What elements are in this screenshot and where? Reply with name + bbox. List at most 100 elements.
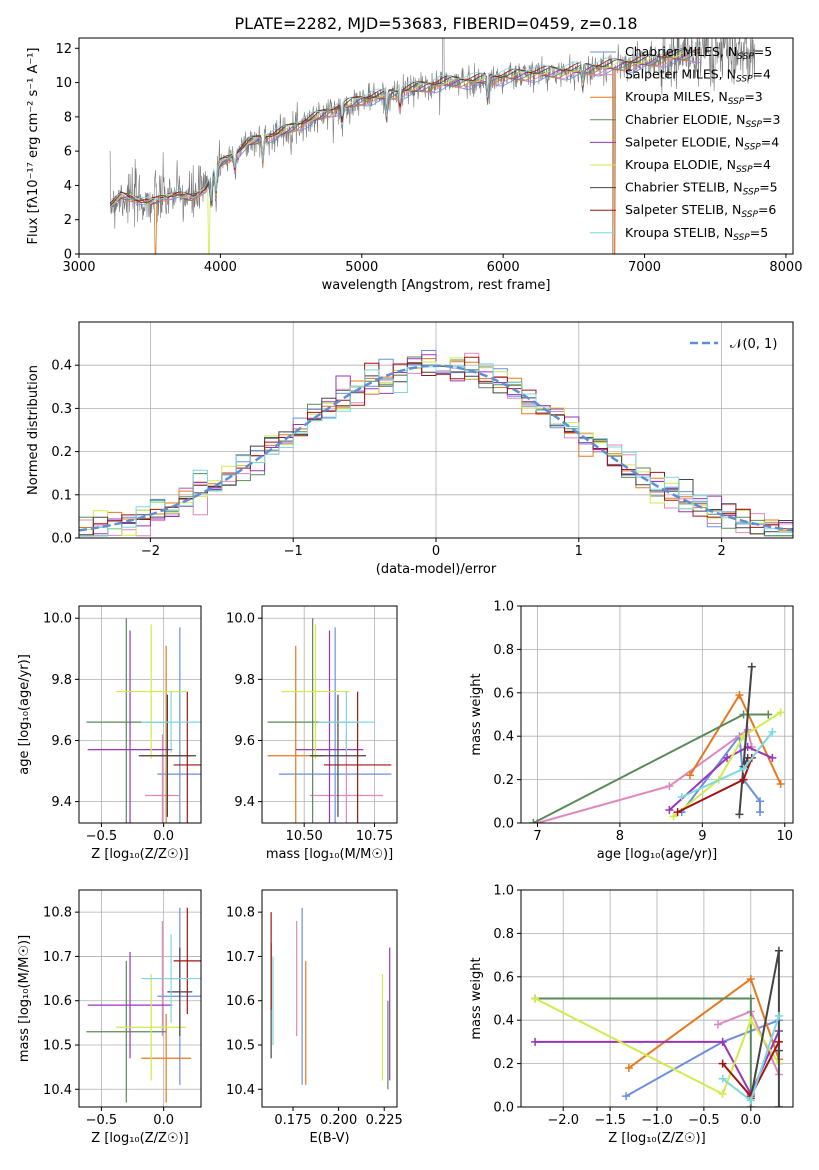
plot-area-weight_vs_Z	[531, 946, 783, 1107]
y-axis-label: Flux [fλ10⁻¹⁷ erg cm⁻² s⁻¹ A⁻¹]	[26, 48, 41, 245]
errorbar-point	[141, 1014, 192, 1103]
y-axis-label: Normed distribution	[26, 365, 41, 495]
plot-area-residuals	[79, 350, 793, 538]
x-tick-label: −0.5	[688, 1113, 720, 1128]
legend-label: Salpeter MILES, NSSP=4	[625, 67, 771, 85]
x-axis-label: (data-model)/error	[376, 562, 497, 577]
weight-marker	[669, 812, 678, 821]
y-tick-label: 9.8	[234, 673, 255, 688]
axes-frame	[78, 605, 202, 824]
y-tick-label: 10.8	[43, 906, 72, 921]
weight-marker	[776, 708, 785, 717]
x-tick-label: 0.0	[153, 1113, 174, 1128]
x-tick-label: 10.75	[356, 829, 393, 844]
weight-marker	[735, 810, 744, 819]
legend-label: Chabrier MILES, NSSP=5	[625, 44, 772, 62]
y-tick-label: 8	[64, 110, 72, 125]
errorbar-point	[173, 691, 201, 823]
model-line-salpeter-miles	[109, 58, 701, 206]
y-tick-label: 9.6	[51, 734, 72, 749]
weight-marker	[624, 1063, 633, 1072]
weight-marker	[739, 764, 748, 773]
x-tick-label: 9	[698, 829, 706, 844]
x-tick-label: 1	[575, 544, 583, 559]
y-tick-label: 0.0	[51, 532, 72, 547]
weight-marker	[774, 1046, 783, 1055]
errorbar-point	[116, 624, 187, 759]
y-tick-label: 12	[55, 42, 72, 57]
weight-marker	[768, 727, 777, 736]
chart-weight_vs_Z: −2.0 −1.5 −1.0 −0.5 0.0 0.0 0.2 0.4 0.6 0.8 1.0 Z […	[469, 884, 794, 1146]
weight-marker	[756, 797, 765, 806]
plot-area-mass_vs_Z	[86, 907, 201, 1103]
figure-title: PLATE=2282, MJD=53683, FIBERID=0459, z=0…	[234, 14, 637, 33]
errorbar-point	[138, 694, 197, 817]
x-tick-label: 4000	[204, 260, 237, 275]
x-tick-label: 10	[776, 829, 793, 844]
weight-line-salpeter-elodie	[668, 745, 773, 811]
plot-area-weight_vs_age	[529, 662, 785, 823]
legend-label: Salpeter STELIB, NSSP=6	[625, 202, 776, 220]
x-tick-label: 5000	[345, 260, 378, 275]
y-tick-label: 0.2	[51, 445, 72, 460]
x-axis-label: age [log₁₀(age/yr)]	[597, 847, 718, 862]
axes-frame	[261, 889, 398, 1108]
chart-residuals: −2 −1 0 1 2 0.0 0.1 0.2 0.3 0.4 (data-model)/error…	[26, 321, 794, 577]
y-tick-label: 0.4	[493, 730, 514, 745]
chart-mass_vs_ebv: 0.175 0.200 0.225 10.4 10.5 10.6 10.7 10.8 E(B-V…	[226, 889, 403, 1146]
weight-marker	[746, 1096, 755, 1105]
y-tick-label: 9.4	[234, 795, 255, 810]
weight-marker	[774, 1011, 783, 1020]
weight-marker	[723, 753, 732, 762]
legend-label: Chabrier STELIB, NSSP=5	[625, 180, 778, 198]
legend-label-normal: 𝒩(0, 1)	[730, 337, 777, 352]
x-tick-label: 0.0	[153, 829, 174, 844]
plot-area-mass_vs_ebv	[270, 907, 391, 1090]
weight-marker	[764, 710, 773, 719]
x-axis-label: E(B-V)	[309, 1131, 349, 1146]
chart-age_vs_Z: −0.5 0.0 9.4 9.6 9.8 10.0 Z [log₁₀(Z/Z☉)] age […	[17, 605, 202, 862]
y-tick-label: 0.2	[493, 1057, 514, 1072]
weight-marker	[718, 1059, 727, 1068]
axes-frame	[261, 605, 398, 824]
weight-marker	[531, 1037, 540, 1046]
x-tick-label: −1.0	[641, 1113, 673, 1128]
y-tick-label: 10.4	[43, 1083, 72, 1098]
weight-marker	[529, 819, 538, 823]
errorbar-point	[173, 907, 201, 1014]
spectrum-legend: Chabrier MILES, NSSP=5 Salpeter MILES, NS…	[590, 44, 780, 243]
x-tick-label: −2	[141, 544, 160, 559]
weight-marker	[739, 775, 748, 784]
weight-marker	[713, 1020, 722, 1029]
weight-marker	[739, 710, 748, 719]
normal-curve	[79, 364, 793, 532]
weight-marker	[677, 792, 686, 801]
y-tick-label: 10.0	[43, 612, 72, 627]
x-tick-label: −1.5	[594, 1113, 626, 1128]
y-tick-label: 4	[64, 179, 72, 194]
plot-area-spectrum	[109, 38, 756, 254]
legend-label: Kroupa ELODIE, NSSP=4	[625, 157, 771, 175]
weight-line-salpeter-miles	[537, 728, 753, 823]
x-axis-label: mass [log₁₀(M/M☉)]	[266, 847, 393, 862]
y-tick-label: 0.8	[493, 643, 514, 658]
weight-marker	[774, 1103, 783, 1107]
y-axis-label: age [log₁₀(age/yr)]	[17, 654, 32, 775]
y-tick-label: 0	[64, 248, 72, 263]
weight-line-kroupa-elodie	[672, 711, 782, 818]
errorbar-point	[86, 960, 167, 1103]
y-tick-label: 10.4	[226, 1083, 255, 1098]
errorbar-point	[144, 734, 180, 823]
weight-marker	[622, 1092, 631, 1101]
legend-label: Kroupa MILES, NSSP=3	[625, 89, 763, 107]
x-tick-label: −0.5	[86, 829, 118, 844]
weight-marker	[746, 1016, 755, 1025]
x-tick-label: 0.200	[320, 1113, 357, 1128]
model-line-salpeter-stelib	[109, 48, 701, 204]
errorbar-point	[278, 627, 392, 823]
errorbar-point	[309, 694, 367, 817]
x-tick-label: −2.0	[547, 1113, 579, 1128]
model-line-chabrier-elodie	[109, 52, 701, 205]
y-tick-label: 10.5	[226, 1039, 255, 1054]
model-line-kroupa-elodie	[109, 50, 701, 254]
